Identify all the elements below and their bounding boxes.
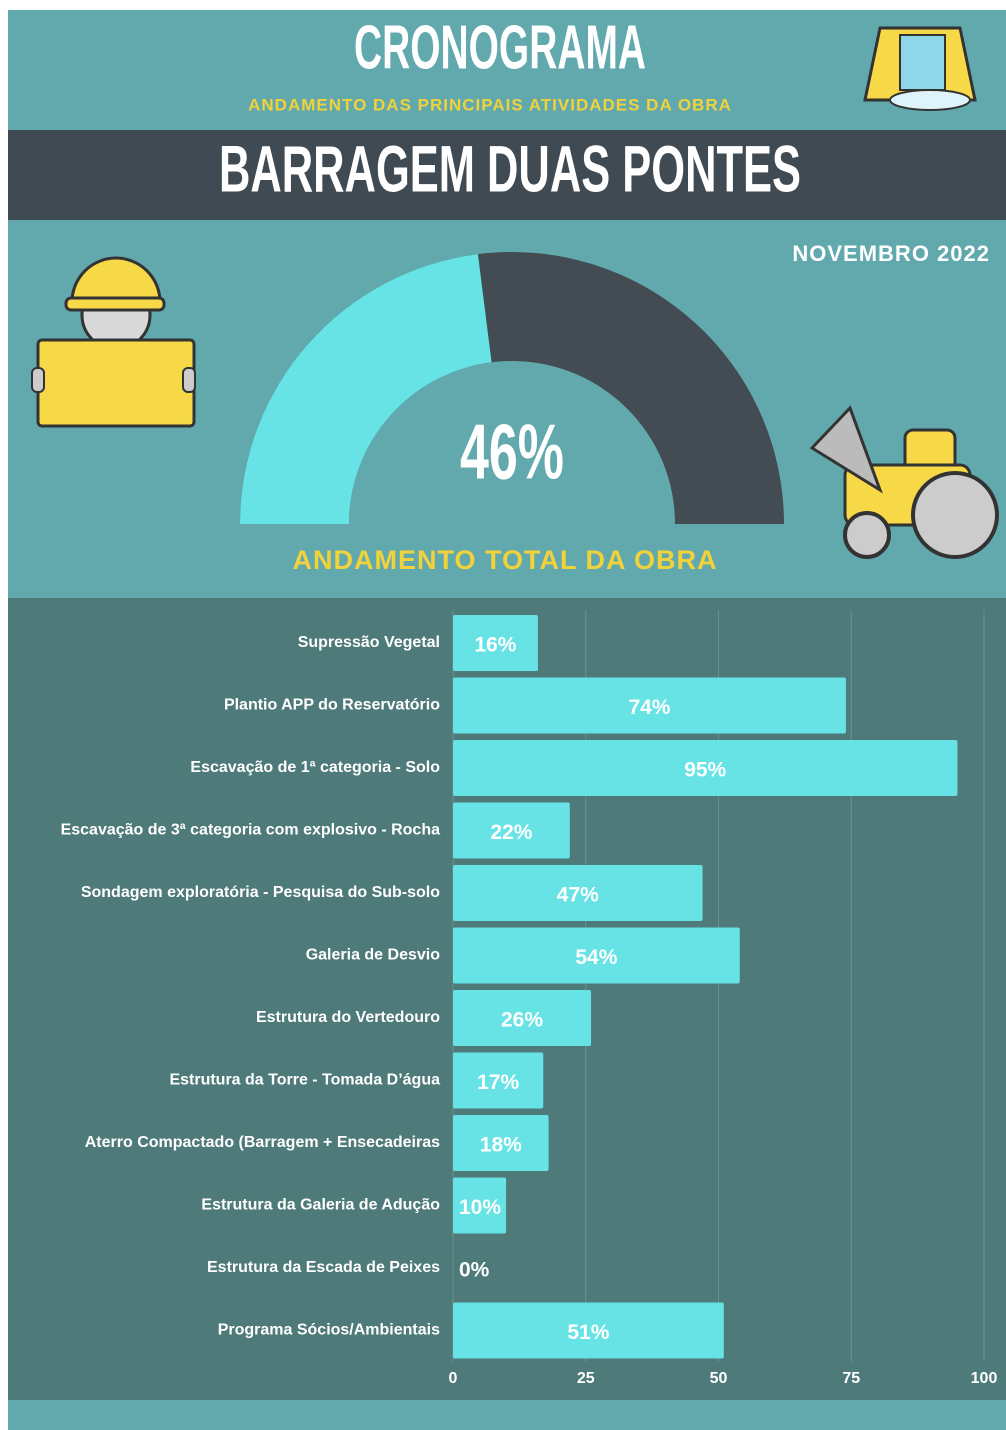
gauge-title: ANDAMENTO TOTAL DA OBRA: [293, 545, 718, 575]
category-label: Estrutura da Torre - Tomada D’água: [169, 1072, 440, 1089]
x-tick-label: 25: [577, 1370, 595, 1387]
date: NOVEMBRO 2022: [792, 241, 990, 266]
value-label: 74%: [628, 696, 670, 719]
bar: [453, 1302, 724, 1359]
value-label: 17%: [477, 1071, 519, 1094]
value-label: 51%: [567, 1321, 609, 1344]
value-label: 16%: [474, 634, 516, 657]
value-label: 10%: [459, 1196, 501, 1219]
value-label: 0%: [459, 1259, 490, 1282]
value-label: 22%: [490, 821, 532, 844]
gauge-value: 46%: [460, 408, 564, 496]
value-label: 47%: [557, 884, 599, 907]
category-label: Aterro Compactado (Barragem + Ensecadeir…: [85, 1134, 440, 1151]
bar: [453, 1052, 544, 1109]
bar: [453, 865, 703, 921]
bar: [453, 802, 570, 859]
bar: [453, 677, 846, 734]
title: CRONOGRAMA: [354, 13, 646, 82]
bar: [453, 927, 740, 984]
project-title: BARRAGEM DUAS PONTES: [219, 131, 801, 205]
bar: [453, 615, 538, 671]
footer-band: [8, 1400, 1006, 1430]
category-label: Estrutura da Escada de Peixes: [207, 1259, 440, 1276]
x-tick-label: 75: [842, 1370, 860, 1387]
category-label: Escavação de 1ª categoria - Solo: [190, 759, 440, 776]
value-label: 18%: [480, 1134, 522, 1157]
category-label: Escavação de 3ª categoria com explosivo …: [61, 822, 441, 839]
value-label: 95%: [684, 759, 726, 782]
x-tick-label: 50: [710, 1370, 728, 1387]
dam-icon: [863, 26, 977, 111]
category-label: Estrutura da Galeria de Adução: [201, 1197, 440, 1214]
category-label: Supressão Vegetal: [298, 634, 440, 651]
bar: [453, 1177, 507, 1234]
worker-icon: [31, 256, 196, 428]
bar: [453, 990, 592, 1046]
value-label: 54%: [575, 946, 617, 969]
x-tick-label: 100: [971, 1370, 998, 1387]
tractor-icon: [809, 405, 999, 559]
bar: [453, 740, 958, 796]
value-label: 26%: [501, 1009, 543, 1032]
category-label: Estrutura do Vertedouro: [256, 1009, 440, 1026]
header-band: [8, 10, 1006, 130]
subtitle: ANDAMENTO DAS PRINCIPAIS ATIVIDADES DA O…: [248, 95, 732, 114]
x-tick-label: 0: [449, 1370, 458, 1387]
category-label: Plantio APP do Reservatório: [224, 697, 440, 714]
bar: [453, 1115, 549, 1171]
category-label: Galeria de Desvio: [306, 947, 441, 964]
category-label: Programa Sócios/Ambientais: [218, 1322, 440, 1339]
gauge-arc: [240, 254, 492, 524]
project-band: [8, 130, 1006, 220]
category-label: Sondagem exploratória - Pesquisa do Sub-…: [81, 884, 440, 901]
